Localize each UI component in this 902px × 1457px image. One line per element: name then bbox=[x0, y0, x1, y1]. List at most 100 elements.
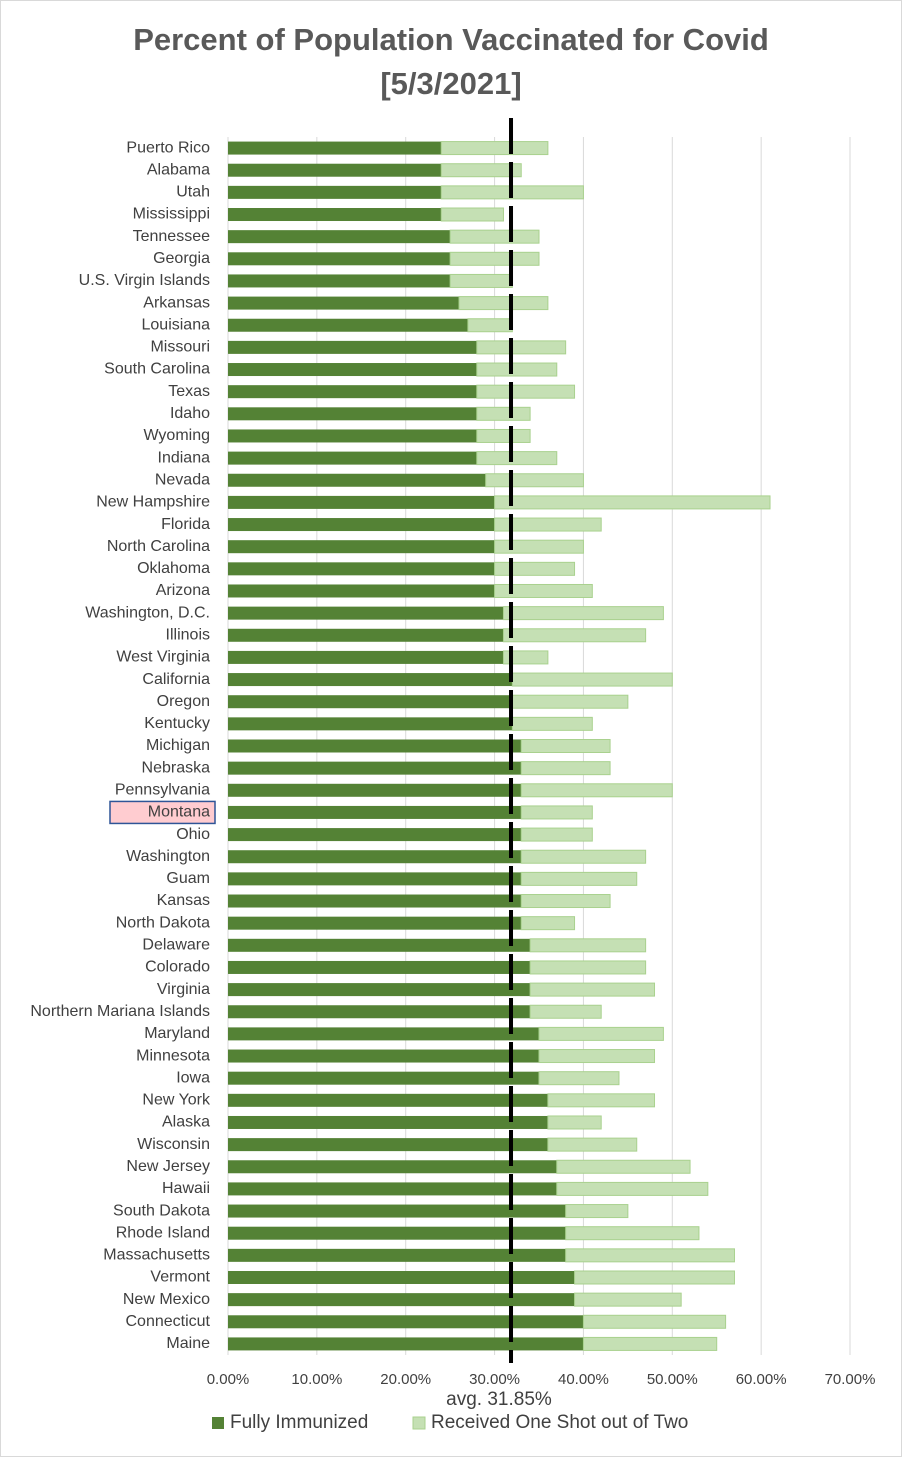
y-tick-label: Nevada bbox=[155, 471, 210, 488]
bar bbox=[228, 960, 531, 974]
bar bbox=[228, 1160, 557, 1174]
legend-label: Fully Immunized bbox=[230, 1412, 368, 1433]
bar bbox=[228, 1226, 566, 1240]
bar bbox=[511, 672, 673, 687]
bar bbox=[449, 229, 540, 244]
y-tick-label: Idaho bbox=[170, 405, 210, 422]
y-tick-label: Vermont bbox=[150, 1269, 210, 1286]
bar bbox=[228, 1005, 531, 1019]
y-tick-label: North Dakota bbox=[116, 914, 210, 931]
bar bbox=[538, 1026, 664, 1041]
y-tick-label: Hawaii bbox=[162, 1180, 210, 1197]
bar bbox=[476, 384, 576, 399]
y-tick-label: Alabama bbox=[147, 161, 210, 178]
bar bbox=[529, 938, 647, 953]
y-tick-label: Rhode Island bbox=[116, 1224, 210, 1241]
bar bbox=[228, 429, 477, 443]
y-tick-label: Connecticut bbox=[126, 1313, 211, 1330]
bar bbox=[228, 473, 486, 487]
y-tick-label: Utah bbox=[176, 184, 210, 201]
bar bbox=[228, 1049, 539, 1063]
bar bbox=[520, 739, 611, 753]
bar bbox=[228, 938, 531, 952]
y-tick-label: California bbox=[142, 671, 210, 688]
bar bbox=[228, 1138, 548, 1152]
bar bbox=[529, 1004, 602, 1019]
bar bbox=[538, 1071, 620, 1086]
y-tick-label: Michigan bbox=[146, 737, 210, 754]
bar bbox=[228, 1315, 584, 1329]
bar bbox=[476, 340, 567, 355]
y-tick-label: Minnesota bbox=[136, 1047, 210, 1064]
bar bbox=[228, 318, 468, 332]
y-tick-label: Guam bbox=[166, 870, 210, 887]
bar bbox=[228, 230, 451, 244]
bar bbox=[529, 960, 647, 975]
bar bbox=[582, 1314, 727, 1329]
bar bbox=[228, 1115, 548, 1129]
bar bbox=[228, 628, 504, 642]
y-tick-label: New Jersey bbox=[126, 1158, 210, 1175]
y-tick-label: South Carolina bbox=[104, 361, 210, 378]
y-tick-label: Washington bbox=[126, 848, 210, 865]
bar bbox=[520, 871, 638, 886]
y-tick-label: U.S. Virgin Islands bbox=[79, 272, 210, 289]
bar bbox=[574, 1292, 682, 1307]
y-tick-label: Delaware bbox=[142, 937, 210, 954]
bar bbox=[228, 717, 513, 731]
y-tick-label: Pennsylvania bbox=[115, 782, 210, 799]
y-tick-label: Ohio bbox=[176, 826, 210, 843]
bar bbox=[228, 540, 495, 554]
bar bbox=[476, 406, 531, 421]
y-tick-label: Louisiana bbox=[142, 316, 211, 333]
y-tick-label: Puerto Rico bbox=[126, 139, 210, 156]
bar bbox=[449, 251, 540, 266]
bar bbox=[511, 694, 629, 709]
bar bbox=[228, 562, 495, 576]
bar bbox=[228, 1270, 575, 1284]
bar bbox=[547, 1137, 638, 1152]
y-tick-label: Oklahoma bbox=[137, 560, 210, 577]
bar bbox=[228, 1071, 539, 1085]
bar bbox=[565, 1248, 735, 1263]
bar bbox=[228, 518, 495, 532]
bar bbox=[228, 141, 442, 155]
bar bbox=[228, 983, 531, 997]
y-tick-label: West Virginia bbox=[116, 649, 210, 666]
bar bbox=[538, 1049, 656, 1064]
y-tick-label: Georgia bbox=[153, 250, 210, 267]
bar bbox=[228, 1248, 566, 1262]
bar bbox=[228, 163, 442, 177]
bar bbox=[228, 1293, 575, 1307]
y-tick-label: Nebraska bbox=[142, 759, 211, 776]
bar bbox=[494, 495, 771, 510]
y-tick-label: Oregon bbox=[157, 693, 210, 710]
bar bbox=[228, 673, 513, 687]
bar bbox=[228, 252, 451, 266]
y-tick-label: Missouri bbox=[150, 339, 210, 356]
bar bbox=[556, 1159, 691, 1174]
bar bbox=[228, 828, 522, 842]
bar bbox=[547, 1115, 602, 1130]
bar bbox=[502, 650, 549, 665]
bar bbox=[228, 584, 495, 598]
bar bbox=[228, 872, 522, 886]
y-tick-label: Texas bbox=[168, 383, 210, 400]
bar bbox=[565, 1226, 700, 1241]
bar bbox=[494, 561, 576, 576]
legend-swatch bbox=[412, 1416, 426, 1430]
bar bbox=[228, 650, 504, 664]
bar bbox=[228, 783, 522, 797]
bar bbox=[228, 451, 477, 465]
bar bbox=[228, 385, 477, 399]
bar bbox=[228, 363, 477, 377]
y-tick-label: South Dakota bbox=[113, 1202, 210, 1219]
bar bbox=[440, 207, 504, 222]
bar bbox=[228, 695, 513, 709]
legend-swatch bbox=[212, 1417, 224, 1429]
bar bbox=[228, 1182, 557, 1196]
x-tick-label: 40.00% bbox=[558, 1371, 609, 1388]
y-tick-label: Montana bbox=[148, 804, 210, 821]
y-tick-label: New Mexico bbox=[123, 1291, 210, 1308]
y-tick-label: Kansas bbox=[157, 892, 210, 909]
